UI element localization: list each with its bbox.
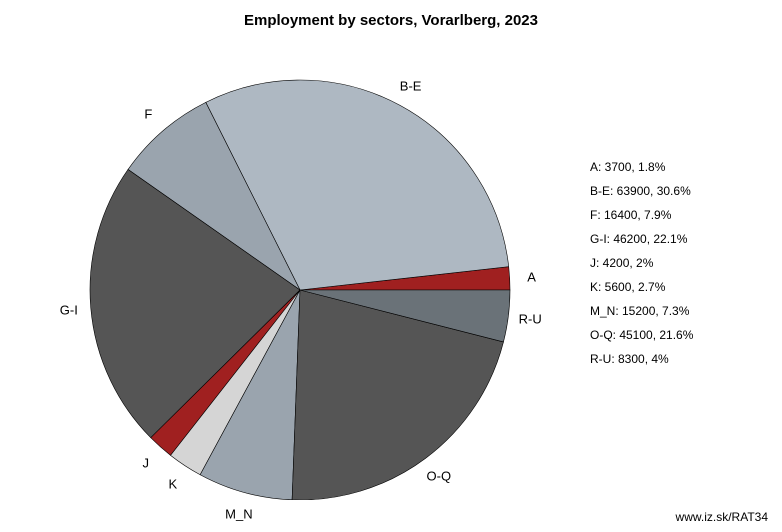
legend-item: R-U: 8300, 4% <box>590 347 693 371</box>
legend-item: B-E: 63900, 30.6% <box>590 179 693 203</box>
legend-item: G-I: 46200, 22.1% <box>590 227 693 251</box>
slice-label-M_N: M_N <box>225 506 252 521</box>
pie-chart: AB-EFG-IJKM_NO-QR-U <box>0 40 580 500</box>
slice-label-K: K <box>169 477 178 492</box>
legend-item: K: 5600, 2.7% <box>590 275 693 299</box>
legend: A: 3700, 1.8% B-E: 63900, 30.6% F: 16400… <box>590 155 693 371</box>
legend-item: A: 3700, 1.8% <box>590 155 693 179</box>
legend-item: F: 16400, 7.9% <box>590 203 693 227</box>
slice-label-O-Q: O-Q <box>427 468 452 483</box>
slice-label-G-I: G-I <box>60 302 78 317</box>
slice-label-R-U: R-U <box>519 311 542 326</box>
slice-label-A: A <box>527 270 536 285</box>
attribution: www.iz.sk/RAT34 <box>676 510 768 524</box>
slice-label-F: F <box>144 107 152 122</box>
chart-title: Employment by sectors, Vorarlberg, 2023 <box>0 0 782 29</box>
legend-item: O-Q: 45100, 21.6% <box>590 323 693 347</box>
slice-label-J: J <box>142 456 149 471</box>
slice-label-B-E: B-E <box>400 79 422 94</box>
legend-item: M_N: 15200, 7.3% <box>590 299 693 323</box>
legend-item: J: 4200, 2% <box>590 251 693 275</box>
